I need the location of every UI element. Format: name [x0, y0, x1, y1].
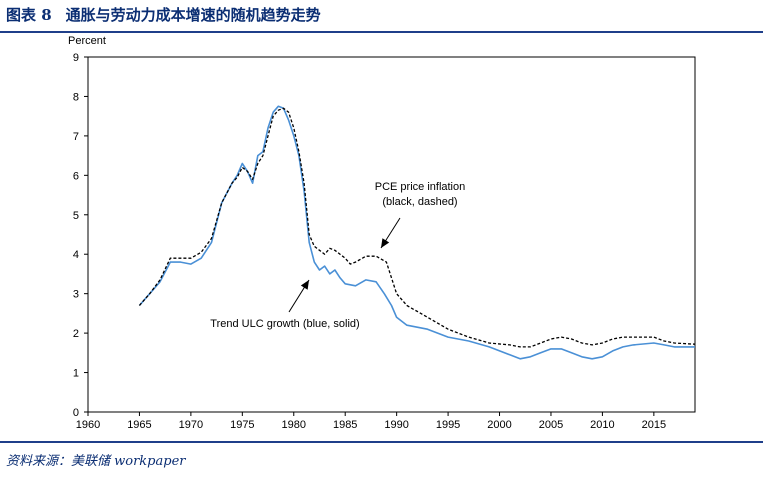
x-tick-label: 1995 [436, 419, 460, 431]
x-tick-label: 1990 [384, 419, 408, 431]
annotation-pce-label: (black, dashed) [382, 196, 457, 208]
y-tick-label: 1 [73, 368, 79, 380]
y-tick-label: 0 [73, 407, 79, 419]
y-tick-label: 2 [73, 328, 79, 340]
figure-title: 图表 8 通胀与劳动力成本增速的随机趋势走势 [6, 4, 335, 25]
x-tick-label: 2000 [487, 419, 511, 431]
series-line-trend-ulc [138, 105, 695, 360]
source-note: 资料来源：美联储 workpaper [6, 454, 186, 469]
y-tick-label: 4 [73, 249, 79, 261]
x-tick-label: 1970 [179, 419, 203, 431]
y-tick-label: 8 [73, 91, 79, 103]
y-tick-label: 5 [73, 210, 79, 222]
x-tick-label: 2015 [642, 419, 666, 431]
annotation-pce-label: PCE price inflation [375, 181, 466, 193]
annotation-pce-arrow-head [381, 238, 390, 248]
header-rule [0, 31, 763, 33]
x-tick-label: 1965 [127, 419, 151, 431]
series-line-pce-inflation [138, 107, 696, 348]
figure-title-text: 通胀与劳动力成本增速的随机趋势走势 [65, 6, 321, 24]
y-tick-label: 6 [73, 170, 79, 182]
y-tick-label: 7 [73, 131, 79, 143]
plot-frame [87, 56, 696, 413]
annotation-ulc-label: Trend ULC growth (blue, solid) [210, 318, 359, 330]
y-tick-label: 3 [73, 289, 79, 301]
x-tick-label: 1960 [76, 419, 100, 431]
x-tick-label: 1980 [282, 419, 306, 431]
x-tick-label: 2005 [539, 419, 563, 431]
annotation-ulc-arrow-head [300, 280, 309, 290]
y-tick-label: 9 [73, 52, 79, 64]
x-tick-label: 1975 [230, 419, 254, 431]
x-tick-label: 1985 [333, 419, 357, 431]
figure-number: 图表 8 [6, 6, 52, 24]
footer-rule [0, 441, 763, 443]
y-axis-label: Percent [68, 35, 106, 47]
x-tick-label: 2010 [590, 419, 614, 431]
plot-area: 0 1 2 3 4 5 6 7 8 9 1960 1965 1970 1975 1980 1985 1990 19… [68, 35, 696, 431]
